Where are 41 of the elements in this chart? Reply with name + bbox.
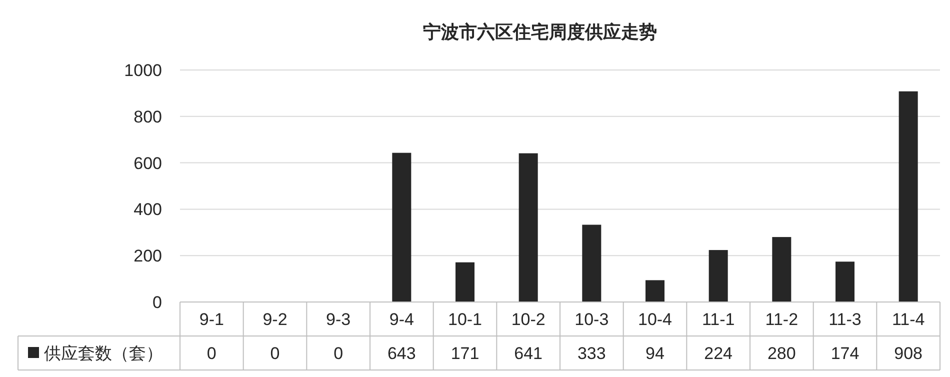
y-tick-label: 200 [134, 246, 162, 266]
data-label: 280 [767, 344, 796, 363]
x-tick-label: 9-4 [389, 310, 414, 329]
bar [582, 224, 602, 302]
y-tick-label: 400 [134, 200, 162, 220]
x-tick-label: 10-3 [574, 310, 609, 329]
y-tick-label: 1000 [124, 61, 162, 80]
bar [456, 262, 474, 302]
data-label: 0 [206, 344, 216, 363]
data-label: 94 [646, 344, 664, 363]
bar [898, 91, 918, 302]
data-label: 333 [577, 344, 606, 363]
bar [708, 250, 728, 302]
chart-title: 宁波市六区住宅周度供应走势 [423, 22, 657, 42]
x-tick-label: 9-2 [262, 310, 288, 329]
data-label: 643 [387, 344, 416, 363]
data-label: 174 [830, 344, 860, 363]
data-label: 908 [894, 344, 923, 363]
data-label: 224 [704, 344, 733, 363]
x-tick-label: 10-1 [448, 310, 482, 329]
y-tick-label: 600 [134, 154, 162, 173]
data-label: 641 [514, 344, 543, 363]
x-tick-label: 11-3 [828, 310, 862, 329]
x-tick-label: 10-4 [638, 310, 672, 329]
bar [836, 262, 854, 302]
bar [392, 152, 412, 302]
x-tick-label: 11-1 [702, 310, 735, 329]
x-tick-label: 9-1 [199, 310, 224, 329]
x-tick-label: 9-3 [326, 310, 351, 329]
x-tick-label: 11-4 [892, 310, 925, 329]
x-tick-label: 10-2 [511, 310, 546, 329]
bar [646, 280, 664, 302]
data-label: 171 [450, 344, 480, 363]
bar [772, 237, 792, 302]
x-tick-label: 11-2 [765, 310, 798, 329]
data-label: 0 [334, 344, 344, 363]
y-tick-label: 0 [152, 293, 162, 312]
data-label: 0 [270, 344, 280, 363]
y-tick-label: 800 [134, 107, 162, 126]
legend-label: 供应套数（套） [44, 344, 163, 363]
bar [518, 153, 538, 302]
